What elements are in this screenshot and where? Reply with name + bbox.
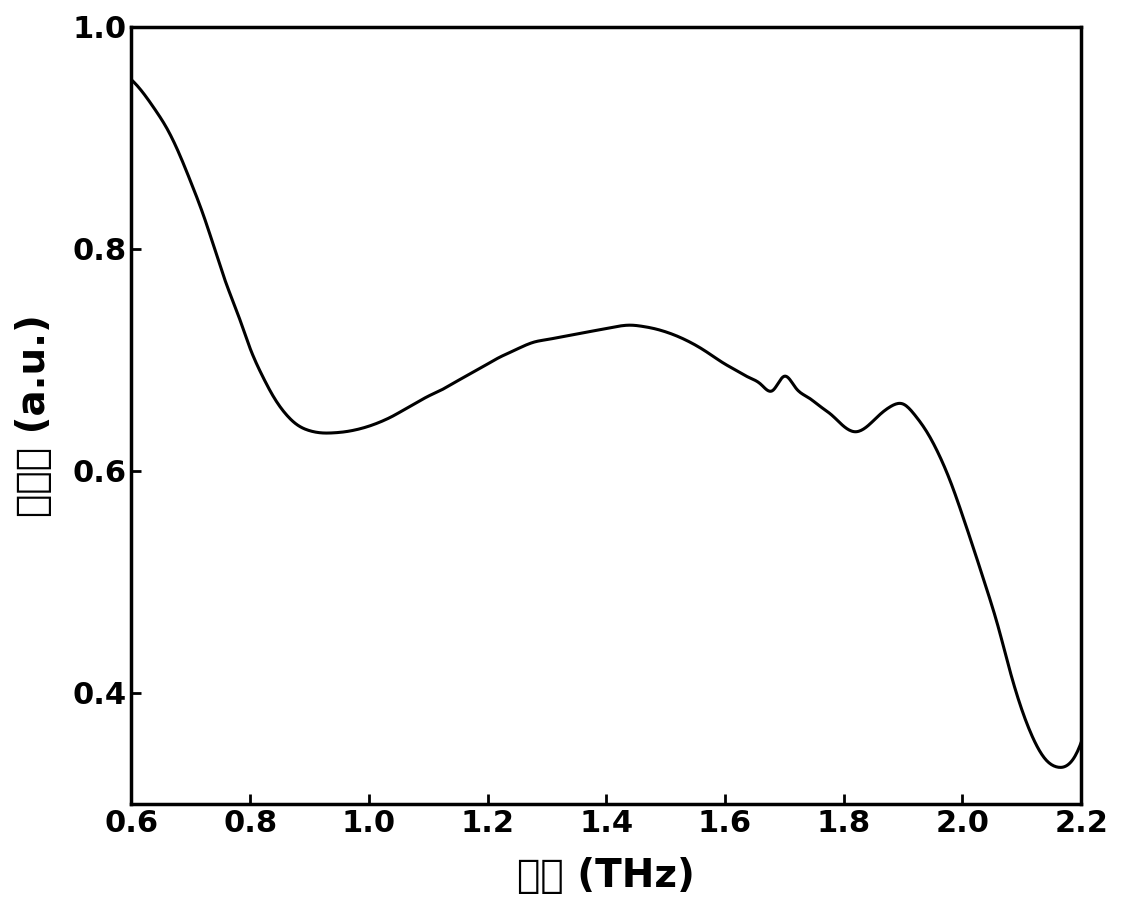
X-axis label: 频率 (THz): 频率 (THz) bbox=[518, 857, 695, 895]
Y-axis label: 透射率 (a.u.): 透射率 (a.u.) bbox=[15, 314, 53, 517]
